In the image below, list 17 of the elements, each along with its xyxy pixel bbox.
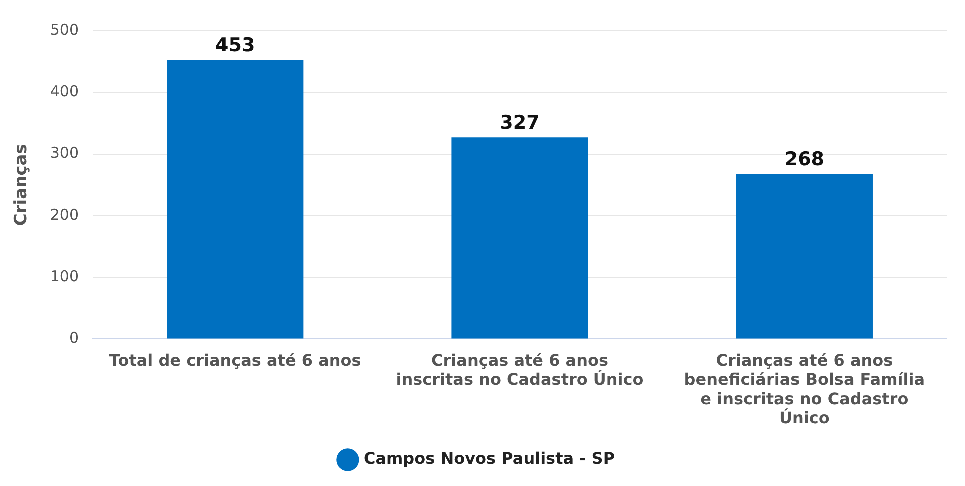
- y-tick-label: 300: [50, 144, 80, 162]
- data-label: 327: [500, 112, 540, 134]
- bar: [736, 174, 873, 339]
- y-tick-label: 0: [69, 329, 80, 348]
- x-tick-label: Total de crianças até 6 anos: [109, 350, 362, 370]
- data-label: 453: [216, 34, 256, 56]
- y-tick-label: 400: [50, 82, 80, 101]
- x-tick-label: Crianças até 6 anos beneficiárias Bolsa Família e inscritas no Cadastro Único: [684, 350, 926, 428]
- bar: [452, 138, 588, 339]
- y-tick-label: 100: [50, 267, 80, 286]
- y-axis-title: Crianças: [12, 144, 32, 226]
- bar: [167, 60, 304, 339]
- y-tick-label: 500: [50, 20, 80, 39]
- x-tick-label: Crianças até 6 anos inscritas no Cadastro Único: [396, 350, 644, 390]
- y-tick-label: 200: [50, 206, 80, 224]
- data-label: 268: [784, 148, 825, 170]
- legend-label: Campos Novos Paulista - SP: [364, 449, 616, 468]
